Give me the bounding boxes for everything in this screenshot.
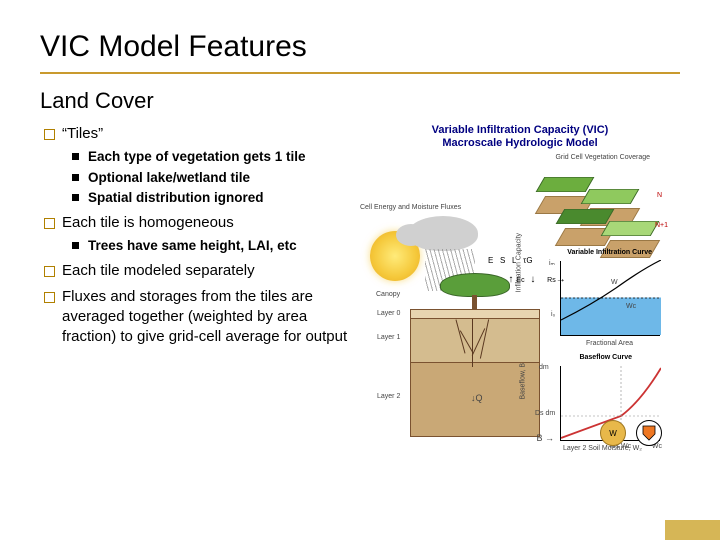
bullet-item: Fluxes and storages from the tiles are a… xyxy=(40,287,350,348)
grid-coverage-label: Grid Cell Vegetation Coverage xyxy=(555,154,650,161)
cloud-icon xyxy=(408,216,478,251)
princeton-logo-icon xyxy=(636,420,662,446)
infiltration-curve: i₀ iₘ Infiltration Capacity Fractional A… xyxy=(560,261,660,336)
slide-subtitle: Land Cover xyxy=(40,88,680,114)
slide-title: VIC Model Features xyxy=(40,30,680,74)
canopy-shape xyxy=(440,273,510,297)
diagram-column: Variable Infiltration Capacity (VIC) Mac… xyxy=(360,124,680,456)
bullet-column: “Tiles”Each type of vegetation gets 1 ti… xyxy=(40,124,350,456)
sub-bullet-item: Each type of vegetation gets 1 tile xyxy=(62,148,350,166)
infil-curve-title: Variable Infiltration Curve xyxy=(567,249,652,256)
uw-logo-icon: W xyxy=(600,420,626,446)
baseflow-curve-title: Baseflow Curve xyxy=(579,354,632,361)
grid-cubes: N N+1 xyxy=(530,164,660,249)
flux-label: Cell Energy and Moisture Fluxes xyxy=(360,204,461,211)
vic-diagram: Grid Cell Vegetation Coverage N N+1 Cell… xyxy=(360,156,660,456)
institution-logos: W xyxy=(600,420,662,446)
n-label: N xyxy=(657,192,662,199)
corner-accent xyxy=(665,520,720,540)
bullet-item: Each tile is homogeneousTrees have same … xyxy=(40,213,350,255)
n1-label: N+1 xyxy=(655,222,668,229)
diagram-title: Variable Infiltration Capacity (VIC) Mac… xyxy=(360,124,680,150)
sub-bullet-item: Optional lake/wetland tile xyxy=(62,169,350,187)
sub-bullet-item: Spatial distribution ignored xyxy=(62,189,350,207)
bullet-item: Each tile modeled separately xyxy=(40,261,350,281)
bullet-item: “Tiles”Each type of vegetation gets 1 ti… xyxy=(40,124,350,207)
sub-bullet-item: Trees have same height, LAI, etc xyxy=(62,237,350,255)
